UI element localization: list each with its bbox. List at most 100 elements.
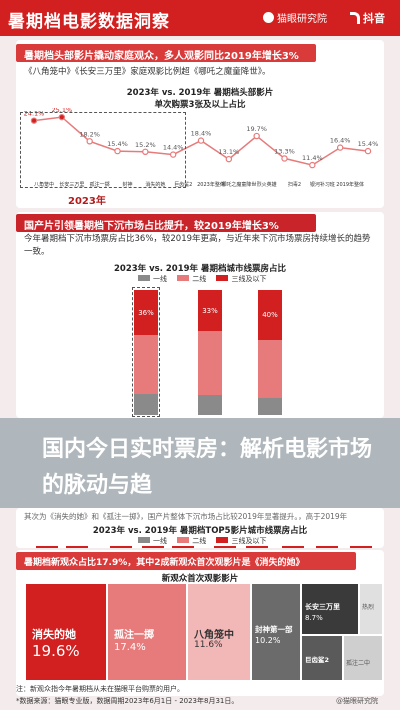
section4-banner: 暑期档新观众占比17.9%，其中2成新观众首次观影片是《消失的她》 (16, 552, 356, 570)
legend3-tier2: 二线 (192, 537, 207, 545)
legend-swatch-tier3 (216, 275, 229, 281)
chart2-seg: 40% (258, 290, 282, 340)
line-x-label: 孤注一掷 (90, 181, 110, 188)
tile-6: 巨齿鲨2 (302, 636, 342, 680)
section3-partial-right: ，高于2019年 (298, 512, 348, 521)
chart2-bar-1: 33% (198, 290, 222, 415)
line-point (169, 151, 177, 158)
header-title: 暑期档电影数据洞察 (8, 12, 170, 32)
section3-card-top (16, 508, 384, 548)
tile-0: 消失的她 19.6% (26, 584, 106, 680)
chart3-bar-3 (142, 546, 164, 548)
chart3-bar-9 (350, 546, 372, 548)
line-x-label: 扫毒2 (288, 181, 301, 188)
section2-banner: 国产片引领暑期档下沉市场占比提升，较2019年增长3% (16, 214, 316, 232)
tile-1: 孤注一掷 17.4% (108, 584, 186, 680)
chart1-2023-tag: 2023年 (68, 196, 106, 207)
line-point (253, 132, 260, 140)
line-point-label: 15.2% (135, 141, 156, 149)
brand-label: 猫眼研究院 (277, 14, 327, 25)
section3-partial-text: 其次为《消失的她》和《孤注一掷》，国产片整体下沉市场占比较2019年显著提升。，… (24, 510, 376, 523)
maoyan-logo-icon (263, 12, 274, 23)
line-point (58, 113, 66, 121)
line-point-label: 25.1% (52, 108, 73, 114)
line-x-label: 2019年整体 (336, 181, 364, 188)
chart2-seg (134, 335, 158, 394)
chart1-2023-box (20, 112, 186, 188)
brand-maoyan: 猫眼研究院 (263, 10, 327, 25)
chart2-2023-box (132, 287, 160, 417)
brand-douyin: 抖音 (350, 10, 385, 26)
tile-2-name: 八角笼中 (194, 630, 234, 641)
line-point (225, 155, 233, 163)
line-x-label: 消失的她 (145, 181, 165, 188)
brand2-label: 抖音 (363, 12, 385, 25)
section3-partial: 其次为《消失的她》和《孤注一掷》，国产片整体下沉市场占比较2019年显著提升。 (24, 512, 299, 521)
footer-source: *数据来源：猫眼专业版，数据周期2023年6月1日 - 2023年8月31日。 (16, 697, 239, 705)
legend-tier3: 三线及以下 (231, 275, 267, 283)
tile-3-value: 10.2% (255, 636, 281, 645)
line-point-label: 14.4% (163, 144, 184, 152)
chart2-title: 2023年 vs. 2019年 暑期档城市线票房占比 (113, 264, 287, 274)
line-x-label: 长安三万里 (59, 181, 84, 188)
chart2-seg: 36% (134, 290, 158, 335)
chart2-bar-0: 36% (134, 290, 158, 415)
line-x-label: 烈火英雄 (257, 181, 277, 188)
section1-card (16, 40, 384, 208)
tile-5: 热烈 (360, 584, 382, 634)
chart3-bar-4 (172, 546, 194, 548)
line-chart: 24.1% 25.1% 18.2% 15.4% 15.2% 14.4% 18.4% 13.1%… (24, 108, 379, 188)
chart4-title: 新观众首次观影影片 (161, 574, 239, 584)
tile-3-name: 封神第一部 (255, 625, 293, 634)
line-point (281, 155, 288, 162)
line-point-label: 19.7% (246, 125, 267, 133)
legend-tier2: 二线 (192, 275, 207, 283)
legend3-swatch-tier2 (177, 537, 190, 543)
line-point (30, 117, 38, 124)
line-point (336, 144, 344, 151)
legend3-swatch-tier3 (216, 537, 229, 543)
legend-swatch-tier1 (138, 275, 150, 281)
line-point-label: 13.1% (219, 148, 240, 156)
line-point (86, 138, 93, 145)
legend3-tier1: 一线 (153, 537, 167, 545)
chart1-title: 2023年 vs. 2019年 暑期档头部影片 (126, 88, 274, 98)
chart2-seg (258, 397, 282, 415)
line-x-label: 银河补习班 (310, 181, 335, 188)
legend3-swatch-tier1 (138, 537, 150, 543)
line-x-label: 巨齿鲨2 (174, 181, 192, 188)
chart3-legend: 一线 二线 三线及以下 (130, 536, 266, 546)
chart2-seg (198, 395, 222, 415)
chart2-bar-2: 40% (258, 290, 282, 415)
chart3-bar-5 (214, 546, 236, 548)
tile-1-name: 孤注一掷 (114, 630, 154, 641)
chart2-seg (134, 393, 158, 415)
line-point (197, 137, 205, 144)
section2-desc: 今年暑期档下沉市场票房占比36%，较2019年更高，与近年来下沉市场票房持续增长… (24, 234, 371, 257)
chart2-seg (258, 340, 282, 398)
line-point-label: 15.4% (107, 140, 128, 148)
section1-desc: 《八角笼中》《长安三万里》家庭观影比例超《哪吒之魔童降世》。 (24, 67, 271, 77)
line-x-label: 2023年整体 (197, 181, 225, 188)
chart1-subtitle: 单次购票3张及以上占比 (154, 100, 246, 110)
line-point-label: 13.3% (274, 147, 295, 155)
footer-watermark: @猫眼研究院 (336, 697, 378, 705)
legend3-tier3: 三线及以下 (231, 537, 267, 545)
overlay-title: 国内今日实时票房：解析电影市场的脉动与趋 (42, 437, 373, 498)
tile-4-value: 8.7% (305, 614, 323, 622)
line-x-label: 哪吒之魔童降世 (221, 181, 256, 188)
chart3-bar-1 (66, 546, 88, 548)
chart3-title: 2023年 vs. 2019年 暑期档TOP5影片城市线票房占比 (92, 526, 308, 536)
chart3-bar-7 (282, 546, 304, 548)
line-point-label: 15.4% (358, 140, 379, 148)
tile-3: 封神第一部 10.2% (252, 584, 300, 680)
footer-note: 注：新观众指今年暑期档从未在猫眼平台购票的用户。 (16, 685, 184, 693)
chart3-bar-2 (110, 546, 132, 548)
tile-0-name: 消失的她 (32, 628, 76, 641)
chart3-bar-6 (246, 546, 268, 548)
tile-6-name: 巨齿鲨2 (305, 656, 330, 664)
tile-5-name: 热烈 (362, 604, 375, 611)
tile-2-value: 11.6% (194, 640, 223, 650)
tile-7: 孤注二中 (344, 636, 382, 680)
section1-banner: 暑期档头部影片撬动家庭观众，多人观影同比2019年增长3% (16, 44, 316, 62)
